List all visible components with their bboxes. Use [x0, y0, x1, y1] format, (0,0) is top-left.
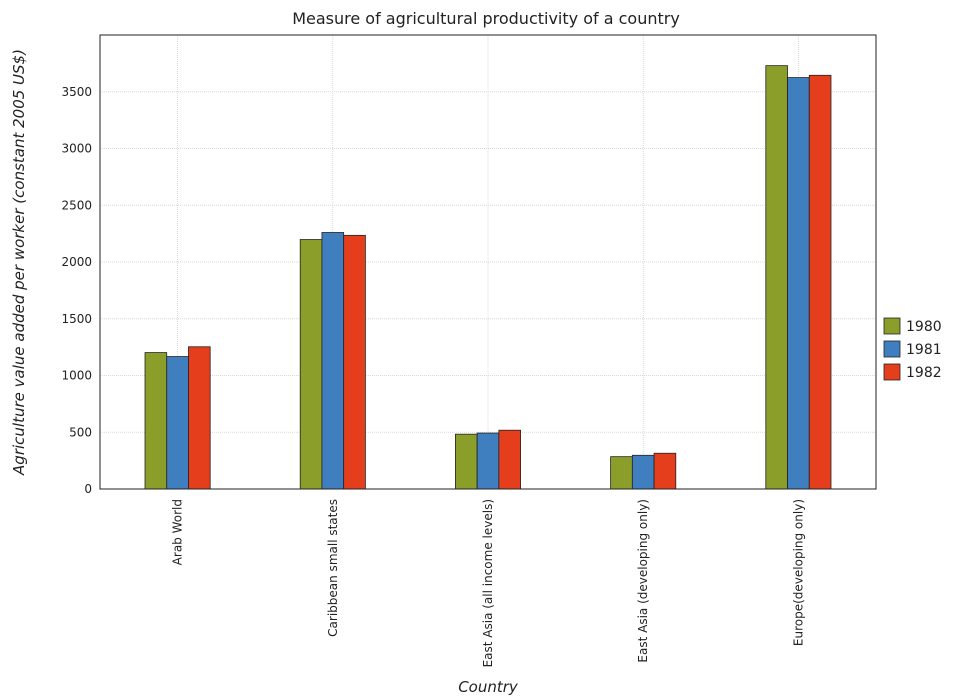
y-tick-label: 3000 [61, 142, 92, 156]
bar-1982-0 [188, 346, 211, 490]
legend-label-1981: 1981 [906, 342, 942, 358]
bar-1981-1 [321, 232, 345, 490]
bar-1982-1 [343, 234, 366, 490]
bar-1980-3 [610, 456, 633, 490]
legend-swatch-1981 [883, 340, 901, 358]
bar-1981-3 [631, 454, 655, 490]
bar-1982-2 [498, 429, 521, 490]
y-axis-title: Agriculture value added per worker (cons… [10, 49, 28, 476]
bar-1980-4 [765, 65, 788, 490]
legend-label-1982: 1982 [906, 365, 942, 381]
y-tick-label: 2500 [61, 198, 92, 212]
bar-1980-0 [144, 352, 168, 490]
bar-1981-2 [476, 432, 500, 490]
bar-1980-1 [299, 239, 323, 490]
y-axis-ticks: 0 500 1000 1500 2000 2500 3000 3500 [61, 85, 92, 496]
plot-frame [99, 34, 877, 490]
x-tick-label: Europe(developing only) [791, 499, 805, 646]
x-axis-ticks: Arab World Caribbean small states East Asi… [171, 499, 806, 667]
x-tick-label: Caribbean small states [326, 499, 340, 637]
legend-label-1980: 1980 [906, 319, 942, 335]
y-tick-label: 0 [84, 482, 92, 496]
y-tick-label: 1000 [61, 369, 92, 383]
legend-swatch-1982 [883, 363, 901, 381]
axes [99, 34, 877, 490]
y-tick-label: 500 [69, 425, 92, 439]
legend-swatch-1980 [883, 317, 901, 335]
bar-1982-4 [808, 74, 832, 490]
bar-1982-3 [653, 452, 677, 490]
y-tick-label: 2000 [61, 255, 92, 269]
bar-1980-2 [455, 433, 478, 490]
x-tick-label: Arab World [171, 499, 185, 565]
bar-1981-0 [166, 356, 189, 490]
bars [144, 65, 832, 490]
x-tick-label: East Asia (developing only) [636, 499, 650, 663]
y-tick-label: 3500 [61, 85, 92, 99]
x-tick-label: East Asia (all income levels) [481, 499, 495, 667]
grid [100, 35, 876, 490]
x-axis-title: Country [458, 678, 519, 696]
chart-title: Measure of agricultural productivity of … [292, 9, 680, 28]
legend: 1980 1981 1982 [883, 317, 942, 381]
y-tick-label: 1500 [61, 312, 92, 326]
bar-1981-4 [787, 77, 810, 490]
